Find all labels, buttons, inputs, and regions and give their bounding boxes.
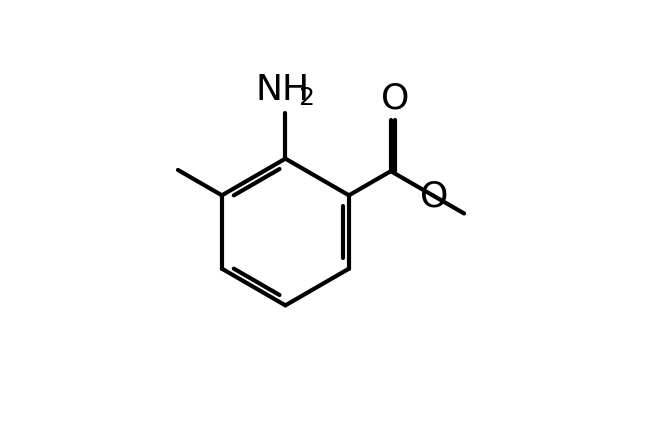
Text: O: O [381, 81, 409, 115]
Text: 2: 2 [298, 86, 314, 110]
Text: O: O [420, 180, 449, 214]
Text: NH: NH [256, 73, 310, 107]
